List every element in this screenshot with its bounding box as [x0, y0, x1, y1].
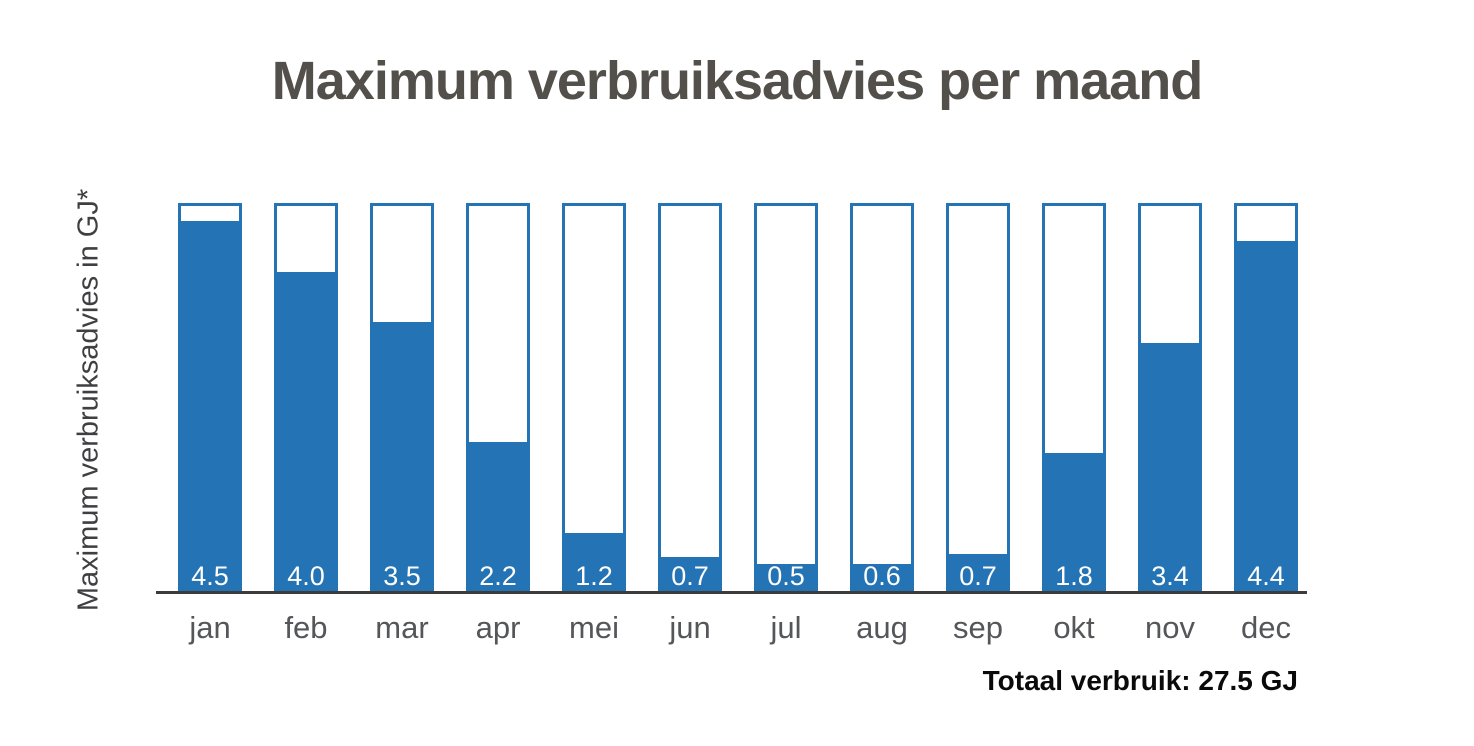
month-label-jul: jul [770, 610, 802, 645]
bar-okt: 1.8 [1042, 203, 1106, 593]
month-label-mei: mei [569, 610, 619, 645]
month-label-okt: okt [1053, 610, 1095, 645]
chart-title: Maximum verbruiksadvies per maand [271, 51, 1203, 111]
bar-value-label-jun: 0.7 [671, 561, 709, 591]
bar-mei: 1.2 [562, 203, 626, 593]
month-label-mar: mar [375, 610, 429, 645]
bar-fill-jun [661, 557, 719, 593]
bar-value-label-sep: 0.7 [959, 561, 997, 591]
bar-fill-mei [565, 532, 623, 593]
bar-dec: 4.4 [1234, 203, 1298, 593]
total-consumption-label: Totaal verbruik: 27.5 GJ [982, 665, 1298, 696]
bar-value-label-apr: 2.2 [479, 561, 517, 591]
month-label-sep: sep [953, 610, 1003, 645]
bar-jun: 0.7 [658, 203, 722, 593]
bar-value-label-jul: 0.5 [767, 561, 805, 591]
bar-value-label-jan: 4.5 [191, 561, 229, 591]
bar-sep: 0.7 [946, 203, 1010, 593]
y-axis-label: Maximum verbruiksadvies in GJ* [72, 188, 105, 612]
bar-feb: 4.0 [274, 203, 338, 593]
bar-fill-okt [1045, 453, 1103, 593]
bar-apr: 2.2 [466, 203, 530, 593]
bar-value-label-mei: 1.2 [575, 561, 613, 591]
bar-fill-jan [181, 220, 239, 593]
bar-jul: 0.5 [754, 203, 818, 593]
bar-aug: 0.6 [850, 203, 914, 593]
bar-fill-apr [469, 442, 527, 593]
month-label-jun: jun [669, 610, 711, 645]
month-label-apr: apr [475, 610, 521, 645]
month-label-feb: feb [284, 610, 328, 645]
bar-value-label-feb: 4.0 [287, 561, 325, 591]
bars-row: 4.5 4.0 3.5 2.2 1.2 0.7 0.5 0.6 0.7 1.8 3.4 4.4 [178, 203, 1298, 593]
bar-fill-mar [373, 321, 431, 593]
bar-jan: 4.5 [178, 203, 242, 593]
bar-fill-sep [949, 554, 1007, 593]
bar-value-label-okt: 1.8 [1055, 561, 1093, 591]
bar-value-label-dec: 4.4 [1247, 561, 1285, 591]
month-label-jan: jan [189, 610, 231, 645]
bar-mar: 3.5 [370, 203, 434, 593]
bar-fill-feb [277, 272, 335, 593]
bar-value-label-aug: 0.6 [863, 561, 901, 591]
bar-value-label-mar: 3.5 [383, 561, 421, 591]
bar-fill-jul [757, 564, 815, 593]
bar-value-label-nov: 3.4 [1151, 561, 1189, 591]
month-label-dec: dec [1241, 610, 1291, 645]
x-axis-line [156, 591, 1307, 594]
month-labels-row: jan feb mar apr mei jun jul aug sep okt nov dec [178, 610, 1298, 646]
month-label-nov: nov [1145, 610, 1195, 645]
bar-fill-nov [1141, 343, 1199, 593]
bar-nov: 3.4 [1138, 203, 1202, 593]
bar-fill-aug [853, 564, 911, 593]
bar-fill-dec [1237, 240, 1295, 593]
month-label-aug: aug [856, 610, 908, 645]
